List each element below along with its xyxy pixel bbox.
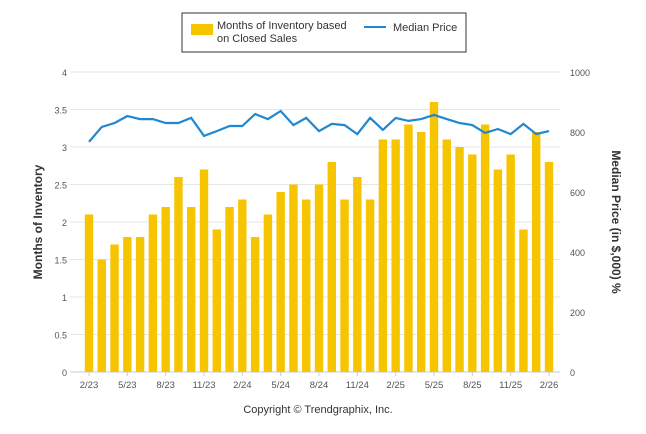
y-tick-label: 2 [62,218,67,228]
inventory-bar [429,102,439,372]
inventory-bar [404,124,413,372]
inventory-bar [544,162,554,372]
y-axis-title: Months of Inventory [31,164,45,279]
inventory-bar [187,207,196,372]
inventory-bar [340,199,349,372]
inventory-bar [276,192,285,372]
x-tick-label: 8/25 [463,380,482,391]
y-tick-label: 0.5 [54,331,67,341]
inventory-bar [506,154,515,372]
inventory-bar [135,237,145,372]
inventory-bar [519,229,528,372]
inventory-bar [123,237,132,372]
x-tick-label: 11/25 [499,380,522,391]
y2-tick-label: 1000 [570,68,590,78]
inventory-bar [480,124,490,372]
inventory-bar [110,244,119,372]
inventory-bar [417,132,426,372]
inventory-bar [493,169,503,372]
inventory-bar [532,132,541,372]
x-tick-label: 11/23 [192,380,215,391]
y2-axis-title: Median Price (in $,000) % [609,150,623,294]
y2-tick-label: 200 [570,308,585,318]
x-tick-label: 5/23 [118,380,137,391]
y-tick-label: 3.5 [54,106,67,116]
copyright: Copyright © Trendgraphix, Inc. [243,404,392,416]
x-tick-label: 2/26 [540,380,559,391]
inventory-bar [289,184,298,372]
x-tick-label: 5/24 [271,380,290,391]
inventory-bar [250,237,260,372]
legend-bar-label-1: Months of Inventory based [217,20,347,32]
inventory-bar [148,214,158,372]
inventory-bar [302,199,311,372]
inventory-bar [468,154,477,372]
y2-tick-label: 600 [570,188,585,198]
y-tick-label: 2.5 [54,181,67,191]
inventory-bar [97,259,106,372]
x-tick-label: 5/25 [425,380,444,391]
inventory-bar [225,207,234,372]
y-tick-label: 4 [62,68,67,78]
inventory-bar [442,139,451,372]
legend: Months of Inventory based on Closed Sale… [181,12,467,53]
inventory-bar [161,207,170,372]
median-price-line [88,109,550,143]
x-tick-label: 2/24 [233,380,252,391]
inventory-bar [238,199,247,372]
legend-bar-label-2: on Closed Sales [217,33,298,45]
y-tick-label: 3 [62,143,67,153]
inventory-bar [378,139,388,372]
legend-bar-swatch [191,24,213,35]
y-tick-label: 1.5 [54,256,67,266]
y2-tick-label: 0 [570,368,575,378]
x-tick-label: 8/23 [156,380,175,391]
x-tick-label: 2/25 [386,380,405,391]
y2-tick-label: 400 [570,248,585,258]
x-tick-label: 2/23 [80,380,99,391]
y-tick-label: 0 [62,368,67,378]
legend-line-label: Median Price [393,22,457,34]
inventory-bar [455,147,464,372]
inventory-bar [314,184,324,372]
x-tick-label: 8/24 [310,380,329,391]
y-tick-label: 1 [62,293,67,303]
inventory-bar [327,162,336,372]
inventory-bar [365,199,375,372]
inventory-bar [391,139,400,372]
x-tick-label: 11/24 [346,380,369,391]
inventory-bar [212,229,221,372]
y2-tick-label: 800 [570,128,585,138]
inventory-bar [84,214,94,372]
inventory-bar [353,177,362,372]
inventory-bar [199,169,209,372]
inventory-bar [263,214,273,372]
inventory-bar [174,177,183,372]
